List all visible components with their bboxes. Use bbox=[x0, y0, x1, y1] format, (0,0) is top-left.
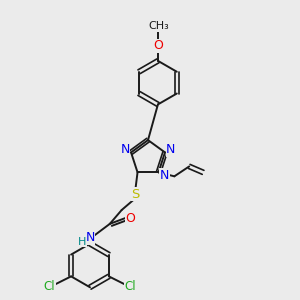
Text: O: O bbox=[153, 40, 163, 52]
Text: N: N bbox=[160, 169, 169, 182]
Text: H: H bbox=[78, 237, 86, 247]
Text: CH₃: CH₃ bbox=[148, 21, 169, 31]
Text: N: N bbox=[166, 143, 176, 156]
Text: S: S bbox=[131, 188, 140, 201]
Text: N: N bbox=[120, 143, 130, 156]
Text: Cl: Cl bbox=[44, 280, 55, 293]
Text: N: N bbox=[85, 231, 95, 244]
Text: Cl: Cl bbox=[125, 280, 136, 293]
Text: O: O bbox=[126, 212, 136, 225]
